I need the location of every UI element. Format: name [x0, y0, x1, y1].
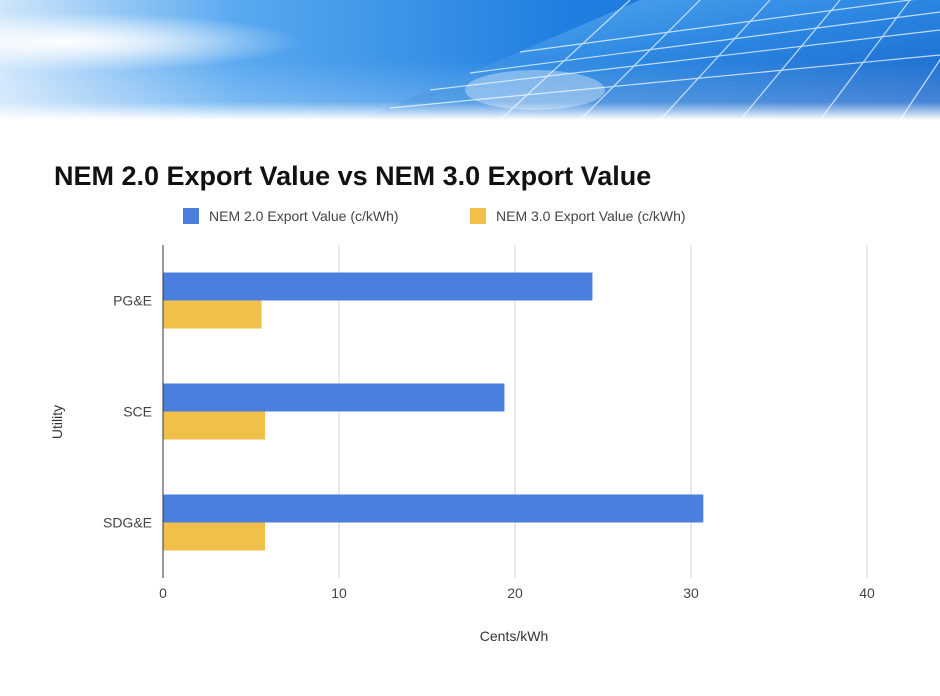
legend-swatch-nem2 — [183, 208, 199, 224]
bars — [163, 272, 704, 551]
bar-nem3-pge — [163, 300, 262, 329]
solar-panel-banner — [0, 0, 940, 120]
y-tick-label-sdge: SDG&E — [103, 515, 152, 531]
legend: NEM 2.0 Export Value (c/kWh) NEM 3.0 Exp… — [183, 208, 686, 224]
x-tick-label-0: 0 — [159, 585, 167, 601]
x-tick-label-30: 30 — [683, 585, 699, 601]
x-tick-label-10: 10 — [331, 585, 347, 601]
legend-label-nem3: NEM 3.0 Export Value (c/kWh) — [496, 208, 686, 224]
chart-title: NEM 2.0 Export Value vs NEM 3.0 Export V… — [54, 161, 651, 191]
bar-nem2-sce — [163, 383, 505, 412]
legend-swatch-nem3 — [470, 208, 486, 224]
y-tick-labels: PG&E SCE SDG&E — [103, 293, 152, 531]
y-tick-label-pge: PG&E — [113, 293, 152, 309]
x-tick-label-20: 20 — [507, 585, 523, 601]
bar-nem3-sdge — [163, 522, 266, 551]
x-tick-label-40: 40 — [859, 585, 875, 601]
legend-label-nem2: NEM 2.0 Export Value (c/kWh) — [209, 208, 399, 224]
y-axis-title: Utility — [49, 405, 65, 439]
bar-nem2-sdge — [163, 494, 704, 523]
y-tick-label-sce: SCE — [123, 404, 152, 420]
x-tick-labels: 0 10 20 30 40 — [159, 585, 875, 601]
bar-nem2-pge — [163, 272, 593, 301]
bar-nem3-sce — [163, 411, 266, 440]
x-axis-title: Cents/kWh — [480, 628, 548, 644]
